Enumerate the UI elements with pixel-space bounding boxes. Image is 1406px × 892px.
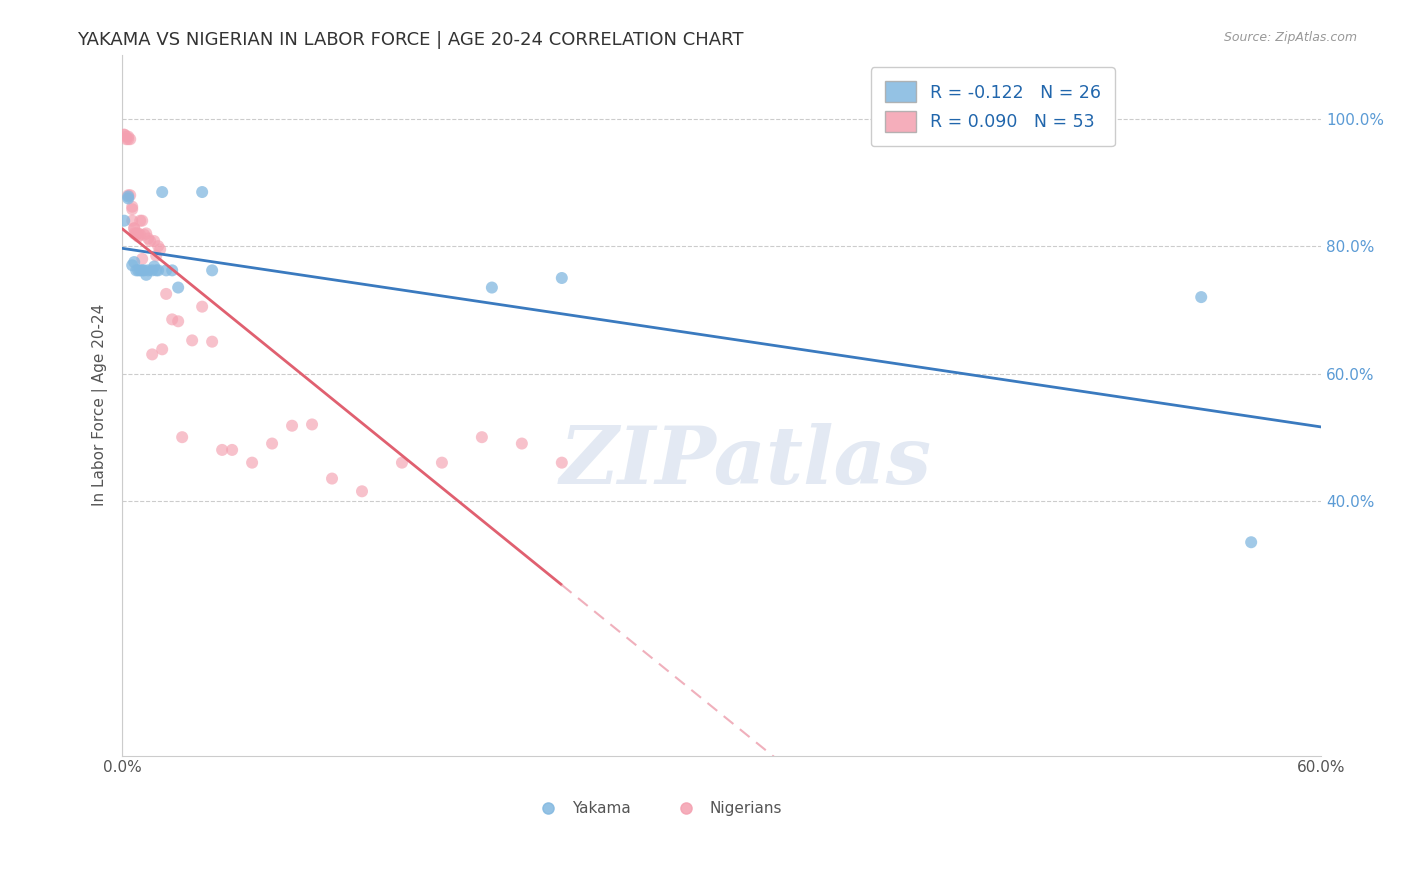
Point (155, 287, 177, 301)
Point (391, 456, 413, 470)
Point (122, 227, 145, 241)
Point (136, 263, 159, 277)
Point (135, 227, 157, 241)
Text: Yakama: Yakama (572, 801, 630, 815)
Point (149, 243, 172, 257)
Point (820, 797, 842, 811)
Point (141, 263, 163, 277)
Point (117, 129, 139, 144)
Point (129, 227, 152, 242)
Point (155, 263, 177, 277)
Point (127, 263, 149, 277)
Point (167, 314, 190, 328)
Point (181, 334, 204, 348)
Point (136, 231, 159, 245)
Point (211, 442, 233, 457)
Point (262, 436, 284, 450)
Point (135, 268, 157, 282)
Point (471, 430, 494, 444)
Point (145, 249, 167, 263)
Point (1050, 797, 1073, 811)
Point (117, 188, 139, 202)
Point (430, 456, 453, 470)
Point (115, 129, 138, 144)
Text: Nigerians: Nigerians (710, 801, 782, 815)
Point (201, 263, 224, 277)
Point (131, 252, 153, 266)
Point (121, 202, 143, 217)
Text: Source: ZipAtlas.com: Source: ZipAtlas.com (1223, 31, 1357, 45)
Text: ZIPatlas: ZIPatlas (560, 423, 932, 500)
Point (121, 258, 143, 272)
Point (1189, 290, 1212, 304)
Point (139, 234, 162, 248)
Point (172, 430, 194, 444)
Point (150, 343, 173, 357)
Point (145, 263, 167, 277)
Point (134, 227, 156, 242)
Point (131, 213, 153, 227)
Point (121, 200, 143, 214)
Point (122, 221, 145, 235)
Point (350, 484, 373, 499)
Point (112, 128, 135, 142)
Point (134, 263, 156, 277)
Point (122, 221, 145, 235)
Point (117, 189, 139, 203)
Point (148, 263, 170, 277)
Point (240, 456, 263, 470)
Point (127, 229, 149, 244)
Point (301, 417, 323, 432)
Point (112, 213, 135, 227)
Point (191, 300, 214, 314)
Point (167, 280, 190, 294)
Point (112, 128, 135, 142)
Point (321, 472, 343, 486)
Legend: R = -0.122   N = 26, R = 0.090   N = 53: R = -0.122 N = 26, R = 0.090 N = 53 (870, 67, 1115, 146)
Point (122, 255, 145, 269)
Point (551, 271, 574, 285)
Point (141, 347, 163, 361)
Text: YAKAMA VS NIGERIAN IN LABOR FORCE | AGE 20-24 CORRELATION CHART: YAKAMA VS NIGERIAN IN LABOR FORCE | AGE … (77, 31, 744, 49)
Point (201, 334, 224, 349)
Point (510, 436, 533, 450)
Point (148, 239, 170, 253)
Point (115, 132, 138, 146)
Point (125, 263, 148, 277)
Point (131, 263, 153, 277)
Y-axis label: In Labor Force | Age 20-24: In Labor Force | Age 20-24 (93, 304, 108, 507)
Point (117, 191, 139, 205)
Point (129, 213, 152, 227)
Point (481, 280, 503, 294)
Point (127, 227, 149, 241)
Point (191, 185, 214, 199)
Point (143, 260, 166, 274)
Point (143, 234, 166, 248)
Point (160, 312, 183, 326)
Point (281, 418, 304, 433)
Point (120, 132, 142, 146)
Point (129, 263, 152, 277)
Point (160, 263, 183, 277)
Point (121, 213, 143, 227)
Point (150, 185, 173, 199)
Point (120, 188, 142, 202)
Point (551, 456, 574, 470)
Point (125, 227, 148, 241)
Point (117, 132, 139, 146)
Point (1240, 535, 1263, 549)
Point (221, 442, 243, 457)
Point (125, 227, 148, 242)
